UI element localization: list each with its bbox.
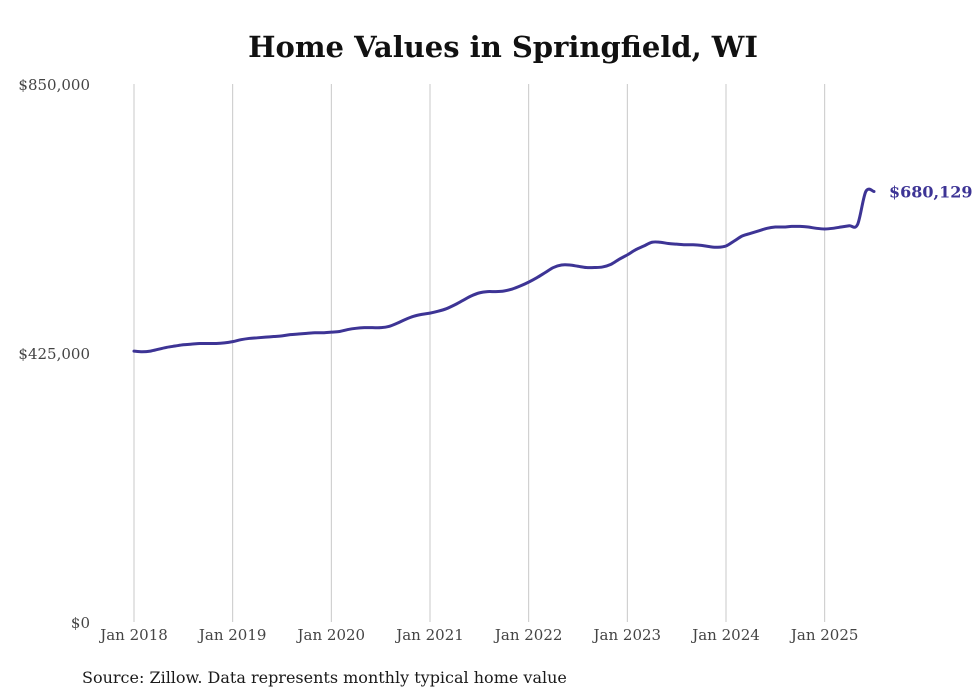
x-tick-label: Jan 2023 xyxy=(592,626,662,644)
source-note: Source: Zillow. Data represents monthly … xyxy=(82,668,567,687)
line-chart: $0$425,000$850,000 Jan 2018 Jan 2019 Jan 2… xyxy=(18,76,973,644)
x-tick-label: Jan 2020 xyxy=(296,626,366,644)
x-tick-label: Jan 2021 xyxy=(394,626,464,644)
y-tick-label: $850,000 xyxy=(18,76,90,94)
chart-title: Home Values in Springfield, WI xyxy=(248,30,758,64)
y-tick-label: $0 xyxy=(71,614,90,632)
grid-lines xyxy=(133,84,826,622)
x-tick-label: Jan 2022 xyxy=(493,626,563,644)
x-tick-label: Jan 2018 xyxy=(98,626,168,644)
y-tick-label: $425,000 xyxy=(18,345,90,363)
end-value-label: $680,129 xyxy=(889,183,973,202)
y-axis: $0 $425,000 $850,000 xyxy=(18,76,90,632)
series-line xyxy=(132,187,876,354)
x-tick-label: Jan 2024 xyxy=(690,626,760,644)
x-tick-label: Jan 2019 xyxy=(197,626,267,644)
x-tick-label: Jan 2025 xyxy=(789,626,859,644)
x-axis: Jan 2018 Jan 2019 Jan 2020 Jan 2021 Jan 2022… xyxy=(98,626,858,644)
